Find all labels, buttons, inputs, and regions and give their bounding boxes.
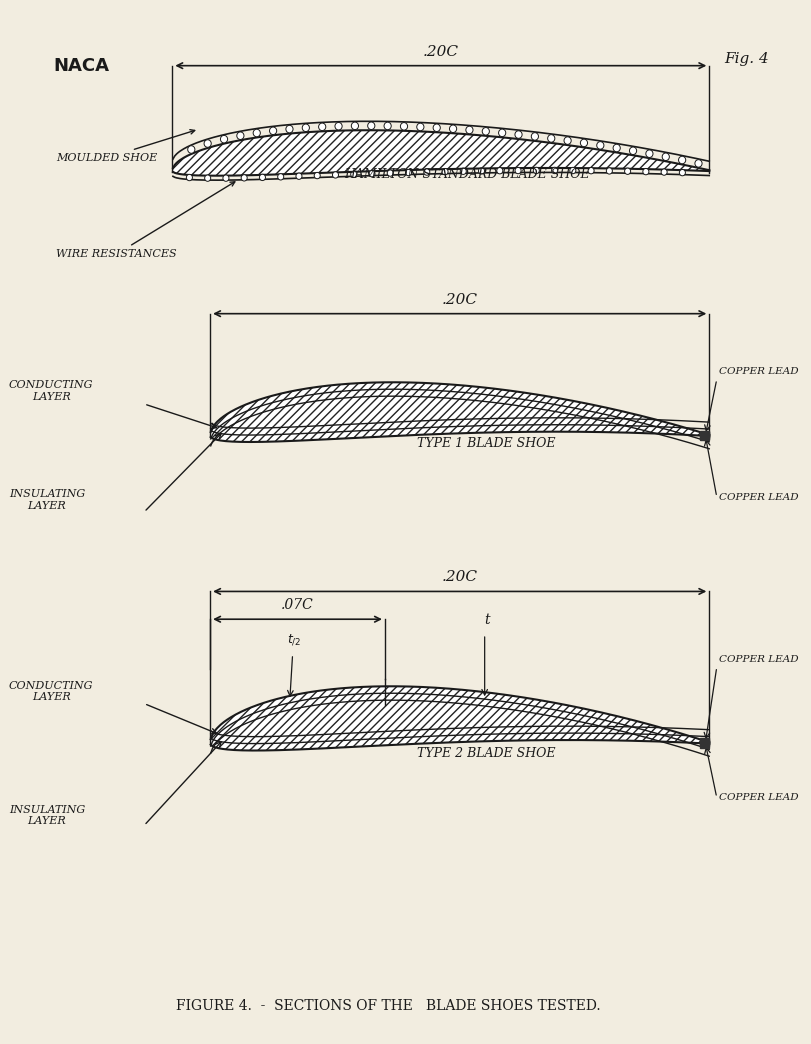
Polygon shape xyxy=(699,431,708,438)
Circle shape xyxy=(564,137,570,144)
Circle shape xyxy=(551,167,557,173)
Circle shape xyxy=(400,122,407,130)
Circle shape xyxy=(223,175,229,182)
Circle shape xyxy=(482,127,489,135)
Polygon shape xyxy=(210,686,708,751)
Circle shape xyxy=(449,125,456,133)
Circle shape xyxy=(384,122,391,129)
Circle shape xyxy=(241,174,247,181)
Text: COPPER LEAD: COPPER LEAD xyxy=(718,366,797,376)
Text: FIGURE 4.  -  SECTIONS OF THE   BLADE SHOES TESTED.: FIGURE 4. - SECTIONS OF THE BLADE SHOES … xyxy=(175,999,599,1013)
Circle shape xyxy=(606,168,611,174)
Circle shape xyxy=(547,135,554,142)
Circle shape xyxy=(187,174,192,181)
Circle shape xyxy=(314,172,320,179)
Polygon shape xyxy=(699,738,708,746)
Text: TYPE 2 BLADE SHOE: TYPE 2 BLADE SHOE xyxy=(416,746,555,760)
Circle shape xyxy=(460,168,466,174)
Circle shape xyxy=(569,167,575,173)
Circle shape xyxy=(580,139,587,147)
Circle shape xyxy=(335,122,341,129)
Text: TYPE 1 BLADE SHOE: TYPE 1 BLADE SHOE xyxy=(416,437,555,450)
Circle shape xyxy=(368,170,375,176)
Circle shape xyxy=(661,153,668,161)
Text: CONDUCTING
LAYER: CONDUCTING LAYER xyxy=(9,380,93,402)
Circle shape xyxy=(678,157,684,164)
Text: .20C: .20C xyxy=(441,292,477,307)
Circle shape xyxy=(514,130,521,139)
Circle shape xyxy=(587,167,594,174)
Circle shape xyxy=(253,129,260,137)
Circle shape xyxy=(259,174,265,181)
Text: Fig. 4: Fig. 4 xyxy=(723,52,768,66)
Circle shape xyxy=(694,160,702,167)
Circle shape xyxy=(387,170,393,176)
Circle shape xyxy=(332,172,338,179)
Circle shape xyxy=(612,144,620,151)
Circle shape xyxy=(466,126,473,134)
Circle shape xyxy=(405,169,411,175)
Text: .20C: .20C xyxy=(441,570,477,585)
Circle shape xyxy=(498,129,505,137)
Polygon shape xyxy=(173,130,708,175)
Text: $t_{/2}$: $t_{/2}$ xyxy=(287,633,301,647)
Text: COPPER LEAD: COPPER LEAD xyxy=(718,793,797,802)
Circle shape xyxy=(220,136,227,143)
Circle shape xyxy=(204,175,210,182)
Circle shape xyxy=(204,140,211,147)
Circle shape xyxy=(350,171,356,177)
Circle shape xyxy=(660,169,667,175)
Text: WIRE RESISTANCES: WIRE RESISTANCES xyxy=(56,182,234,259)
Circle shape xyxy=(285,125,293,133)
Circle shape xyxy=(645,150,652,158)
Text: .20C: .20C xyxy=(423,45,458,58)
Circle shape xyxy=(533,167,539,173)
Text: COPPER LEAD: COPPER LEAD xyxy=(718,493,797,502)
Circle shape xyxy=(318,123,325,130)
Circle shape xyxy=(679,169,684,175)
Text: INSULATING
LAYER: INSULATING LAYER xyxy=(9,490,85,511)
Text: INSULATING
LAYER: INSULATING LAYER xyxy=(9,805,85,827)
Circle shape xyxy=(629,147,636,155)
Circle shape xyxy=(596,142,603,149)
Text: NACA: NACA xyxy=(54,56,109,75)
Circle shape xyxy=(351,122,358,129)
Circle shape xyxy=(295,173,302,180)
Circle shape xyxy=(269,127,277,135)
Circle shape xyxy=(496,167,502,174)
Polygon shape xyxy=(699,432,708,440)
Circle shape xyxy=(530,133,538,140)
Text: t: t xyxy=(484,613,490,627)
Circle shape xyxy=(478,168,484,174)
Circle shape xyxy=(367,122,375,129)
Text: HAMILTON STANDARD BLADE SHOE: HAMILTON STANDARD BLADE SHOE xyxy=(344,168,590,182)
Circle shape xyxy=(277,173,283,180)
Polygon shape xyxy=(699,739,708,748)
Circle shape xyxy=(514,167,521,173)
Circle shape xyxy=(302,124,309,132)
Circle shape xyxy=(441,168,448,174)
Circle shape xyxy=(423,169,429,175)
Text: .07C: .07C xyxy=(281,598,314,612)
Circle shape xyxy=(642,168,648,174)
Text: COPPER LEAD: COPPER LEAD xyxy=(718,656,797,664)
Circle shape xyxy=(187,146,195,153)
Circle shape xyxy=(432,124,440,132)
Text: CONDUCTING
LAYER: CONDUCTING LAYER xyxy=(9,681,93,703)
Circle shape xyxy=(237,132,243,140)
Polygon shape xyxy=(210,382,708,442)
Circle shape xyxy=(624,168,630,174)
Text: MOULDED SHOE: MOULDED SHOE xyxy=(56,129,195,163)
Circle shape xyxy=(416,123,423,130)
